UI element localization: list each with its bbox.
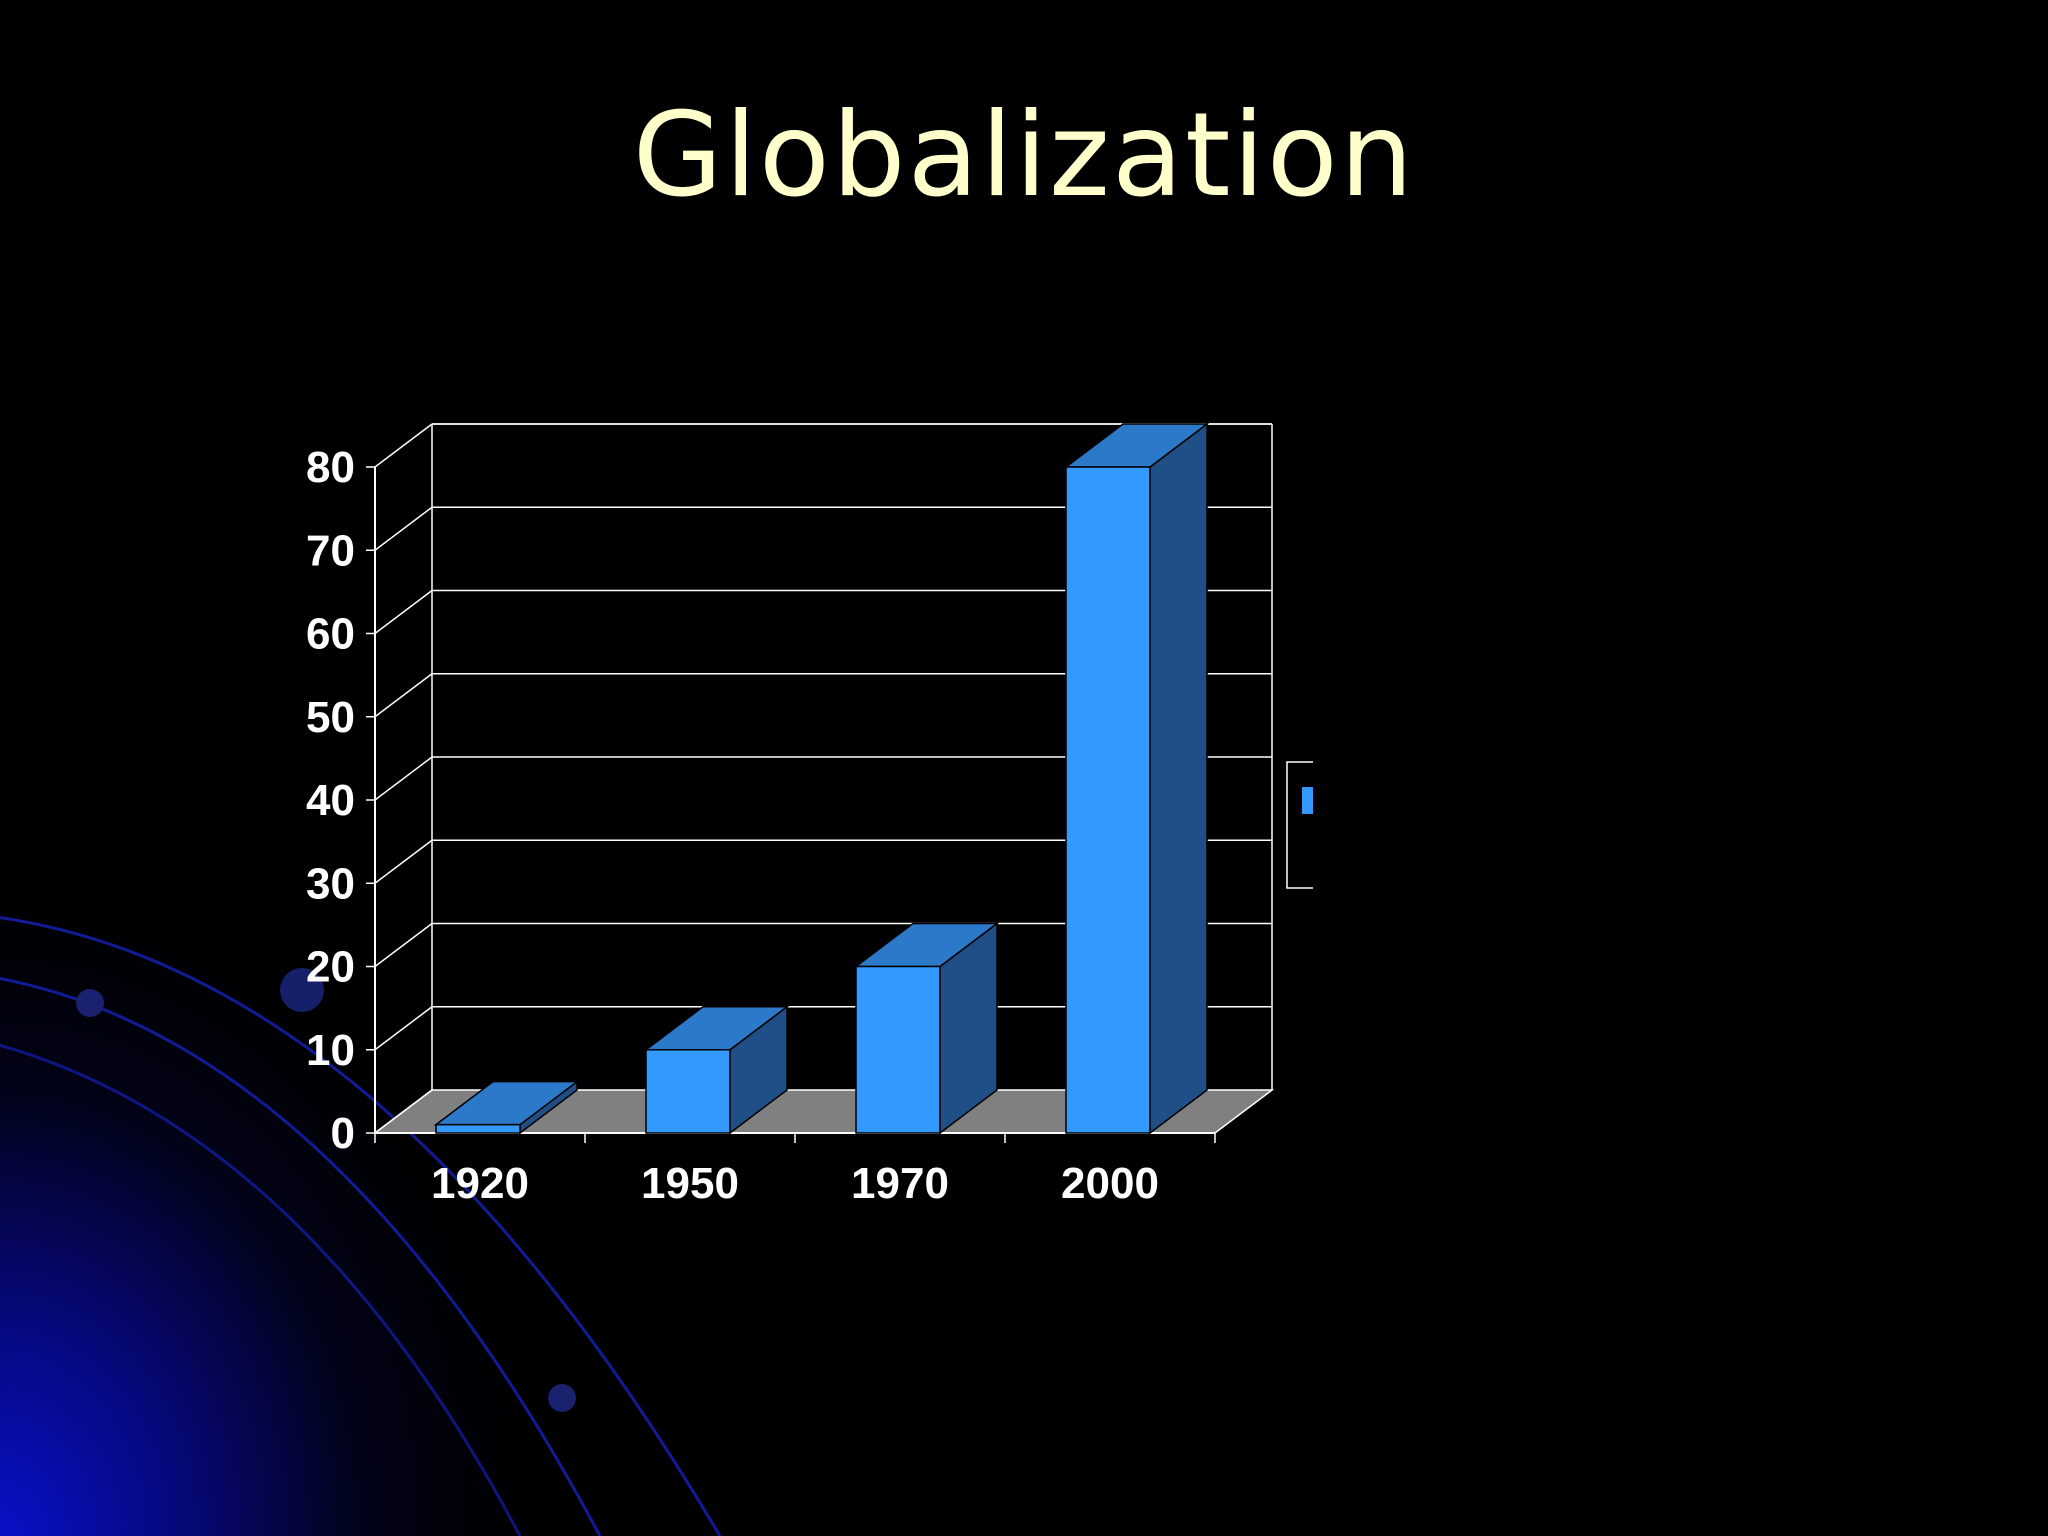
gridline-side-wall — [374, 756, 433, 801]
y-tick-label: 50 — [306, 693, 355, 742]
gridline-side-wall — [374, 506, 433, 551]
chart-legend[interactable] — [1286, 761, 1313, 889]
chart-tick-labels: 0 10 20 30 40 50 60 70 80 1920 1950 1970 2000 — [306, 443, 1159, 1208]
orbit-dot — [280, 968, 324, 1012]
y-tick-label: 10 — [306, 1026, 355, 1075]
legend-box — [1286, 761, 1313, 889]
y-tick-label: 60 — [306, 610, 355, 659]
bar-1950 — [645, 1049, 731, 1134]
gridline-side-wall — [374, 1006, 433, 1051]
bar-1970 — [855, 965, 941, 1134]
bar-2000 — [1065, 466, 1151, 1134]
orbit-line — [0, 916, 722, 1536]
y-tick-label: 20 — [306, 943, 355, 992]
gridline-side-wall — [374, 839, 433, 884]
orbit-line — [0, 1043, 522, 1536]
bar-side-2000 — [1149, 422, 1208, 1135]
legend-swatch — [1302, 787, 1313, 814]
gridline-side-wall — [374, 673, 433, 718]
y-tick-label: 80 — [306, 443, 355, 492]
slide-title: Globalization — [632, 88, 1416, 223]
gridline-side-wall — [374, 589, 433, 635]
x-tick-label: 2000 — [1061, 1159, 1159, 1208]
gridline-side-wall — [374, 423, 433, 468]
y-tick-label: 0 — [331, 1109, 355, 1158]
chart-bars — [433, 422, 1210, 1135]
y-tick-label: 30 — [306, 859, 355, 908]
gridline-side-wall — [374, 922, 433, 968]
x-tick-label: 1970 — [851, 1159, 949, 1208]
x-tick-label: 1920 — [431, 1159, 529, 1208]
x-tick-label: 1950 — [641, 1159, 739, 1208]
gridline-side-wall — [374, 1089, 433, 1134]
y-tick-label: 70 — [306, 526, 355, 575]
orbit-dot — [76, 989, 104, 1017]
y-tick-label: 40 — [306, 776, 355, 825]
orbit-dot — [548, 1384, 576, 1412]
bar-1920 — [435, 1123, 521, 1134]
